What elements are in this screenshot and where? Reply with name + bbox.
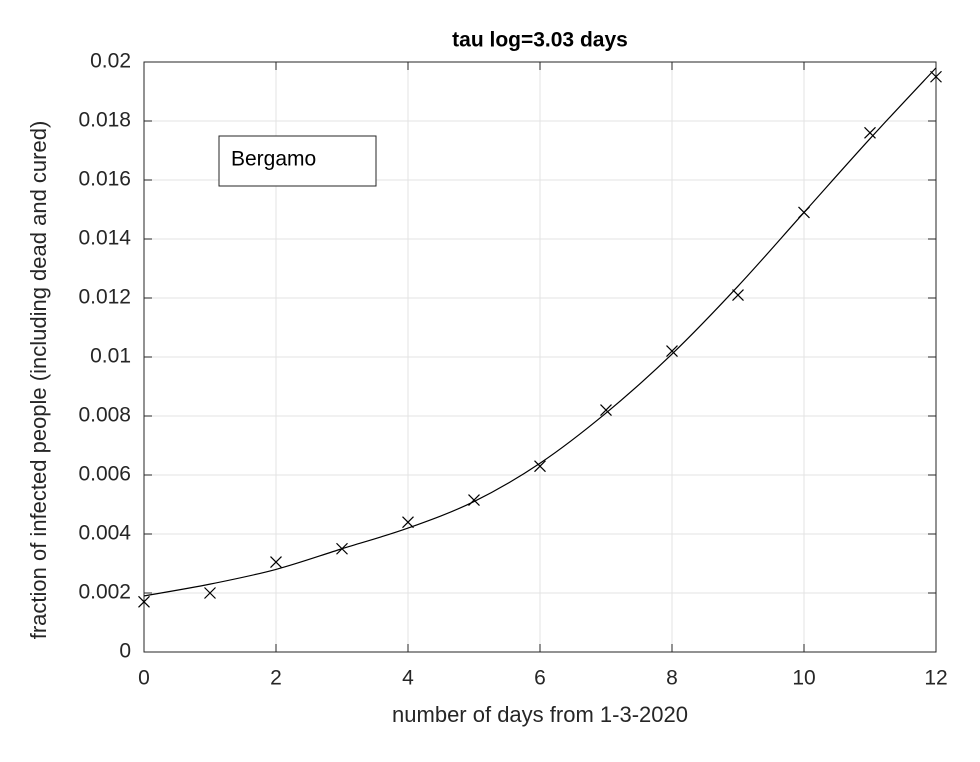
y-tick-label: 0.016 bbox=[78, 168, 131, 191]
y-axis-label: fraction of infected people (including d… bbox=[26, 121, 51, 640]
data-point bbox=[930, 70, 942, 83]
x-axis-label: number of days from 1-3-2020 bbox=[392, 702, 688, 727]
y-tick-label: 0.014 bbox=[78, 227, 131, 250]
y-tick-label: 0.002 bbox=[78, 581, 131, 604]
legend-box bbox=[218, 135, 377, 187]
data-point bbox=[534, 460, 546, 473]
x-tick-label: 8 bbox=[666, 667, 678, 690]
y-tick-label: 0.006 bbox=[78, 463, 131, 486]
y-tick-label: 0.018 bbox=[78, 109, 131, 132]
x-tick-label: 4 bbox=[402, 667, 414, 690]
x-tick-label: 12 bbox=[924, 667, 947, 690]
y-tick-label: 0.004 bbox=[78, 522, 131, 545]
data-point bbox=[204, 587, 216, 599]
data-point bbox=[864, 126, 876, 139]
x-tick-label: 6 bbox=[534, 667, 546, 690]
y-tick-label: 0.012 bbox=[78, 286, 131, 309]
data-point bbox=[600, 404, 612, 417]
y-tick-label: 0.01 bbox=[90, 345, 131, 368]
data-point bbox=[732, 289, 744, 301]
fit-line bbox=[143, 67, 937, 597]
data-point bbox=[270, 556, 282, 568]
chart-title: tau log=3.03 days bbox=[452, 29, 628, 52]
x-tick-label: 10 bbox=[792, 667, 815, 690]
data-point bbox=[666, 345, 678, 358]
y-tick-label: 0 bbox=[119, 640, 131, 663]
data-point bbox=[402, 516, 414, 529]
x-tick-label: 0 bbox=[138, 667, 150, 690]
legend-label: Bergamo bbox=[231, 148, 316, 171]
plot-frame bbox=[143, 61, 937, 653]
x-tick-label: 2 bbox=[270, 667, 282, 690]
data-point bbox=[138, 595, 150, 608]
y-tick-label: 0.02 bbox=[90, 50, 131, 73]
y-tick-label: 0.008 bbox=[78, 404, 131, 427]
